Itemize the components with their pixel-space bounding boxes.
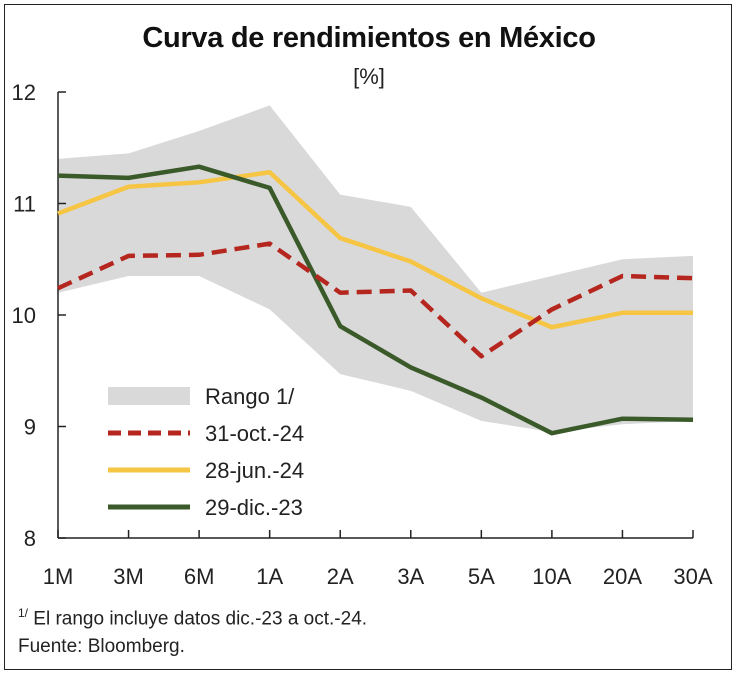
x-tick-label: 1A xyxy=(256,564,283,589)
legend-range-swatch xyxy=(108,387,190,405)
y-tick-label: 9 xyxy=(24,415,36,440)
x-tick-label: 3M xyxy=(113,564,144,589)
y-tick-label: 12 xyxy=(12,80,36,105)
x-tick-label: 6M xyxy=(184,564,215,589)
footnote-marker: 1/ xyxy=(18,606,29,620)
legend-28-jun-24-label: 28-jun.-24 xyxy=(205,458,304,483)
x-tick-label: 5A xyxy=(468,564,495,589)
chart-subtitle: [%] xyxy=(353,64,385,89)
legend-range-label: Rango 1/ xyxy=(205,384,295,409)
x-tick-label: 20A xyxy=(603,564,642,589)
chart-title: Curva de rendimientos en México xyxy=(142,22,596,54)
x-tick-label: 10A xyxy=(532,564,571,589)
footnote-text: El rango incluye datos dic.-23 a oct.-24… xyxy=(28,608,368,630)
x-tick-label: 3A xyxy=(397,564,424,589)
x-tick-label: 2A xyxy=(327,564,354,589)
range-band xyxy=(58,105,693,433)
y-tick-label: 8 xyxy=(24,526,36,551)
source-note: Fuente: Bloomberg. xyxy=(18,636,185,657)
x-tick-label: 30A xyxy=(673,564,712,589)
legend-31-oct-24-label: 31-oct.-24 xyxy=(205,421,304,446)
range-footnote: 1/ El rango incluye datos dic.-23 a oct.… xyxy=(18,606,367,630)
y-tick-label: 11 xyxy=(13,192,36,217)
x-tick-label: 1M xyxy=(43,564,74,589)
y-tick-label: 10 xyxy=(12,303,36,328)
legend-29-dic-23-label: 29-dic.-23 xyxy=(205,495,303,520)
series-line-28-jun.-24 xyxy=(57,170,693,330)
series-line-29-dic.-23 xyxy=(57,164,694,436)
